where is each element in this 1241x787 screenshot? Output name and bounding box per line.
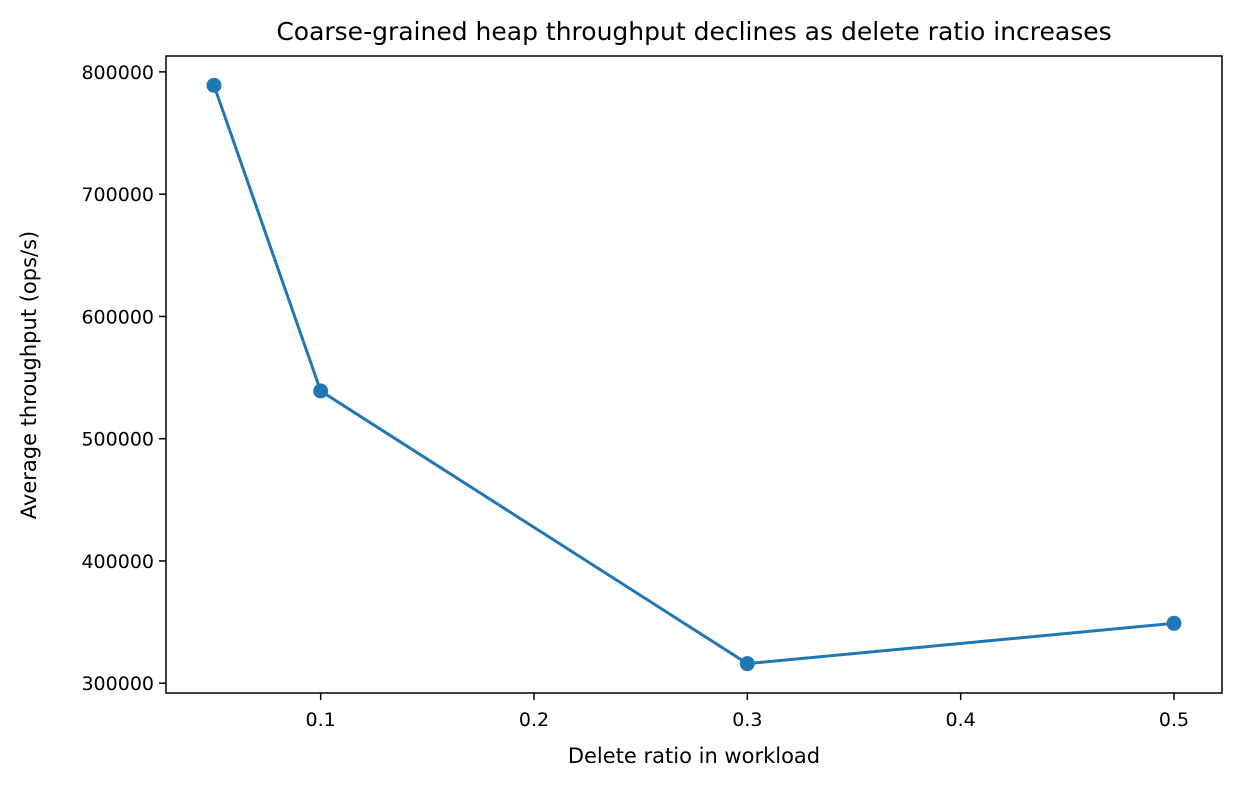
y-tick-label: 600000 (81, 306, 154, 328)
x-tick-label: 0.1 (306, 709, 336, 731)
data-point (313, 383, 329, 399)
y-tick-label: 500000 (81, 429, 154, 451)
y-tick-label: 700000 (81, 184, 154, 206)
chart-title: Coarse-grained heap throughput declines … (276, 17, 1111, 46)
x-tick-label: 0.2 (519, 709, 549, 731)
y-tick-label: 400000 (81, 551, 154, 573)
x-axis-label: Delete ratio in workload (568, 744, 820, 768)
data-point (1166, 615, 1182, 631)
x-tick-label: 0.3 (732, 709, 762, 731)
data-point (739, 656, 755, 672)
plot-area: 0.1 0.2 0.3 0.4 0.5 300000 400000 500000 600000 7… (81, 55, 1223, 731)
data-point (206, 77, 222, 93)
y-tick-label: 800000 (81, 62, 154, 84)
y-tick-label: 300000 (81, 673, 154, 695)
series-line (212, 83, 1176, 666)
x-tick-label: 0.5 (1159, 709, 1189, 731)
plot-frame (165, 55, 1223, 694)
y-axis-label: Average throughput (ops/s) (17, 231, 41, 520)
x-tick-label: 0.4 (946, 709, 976, 731)
